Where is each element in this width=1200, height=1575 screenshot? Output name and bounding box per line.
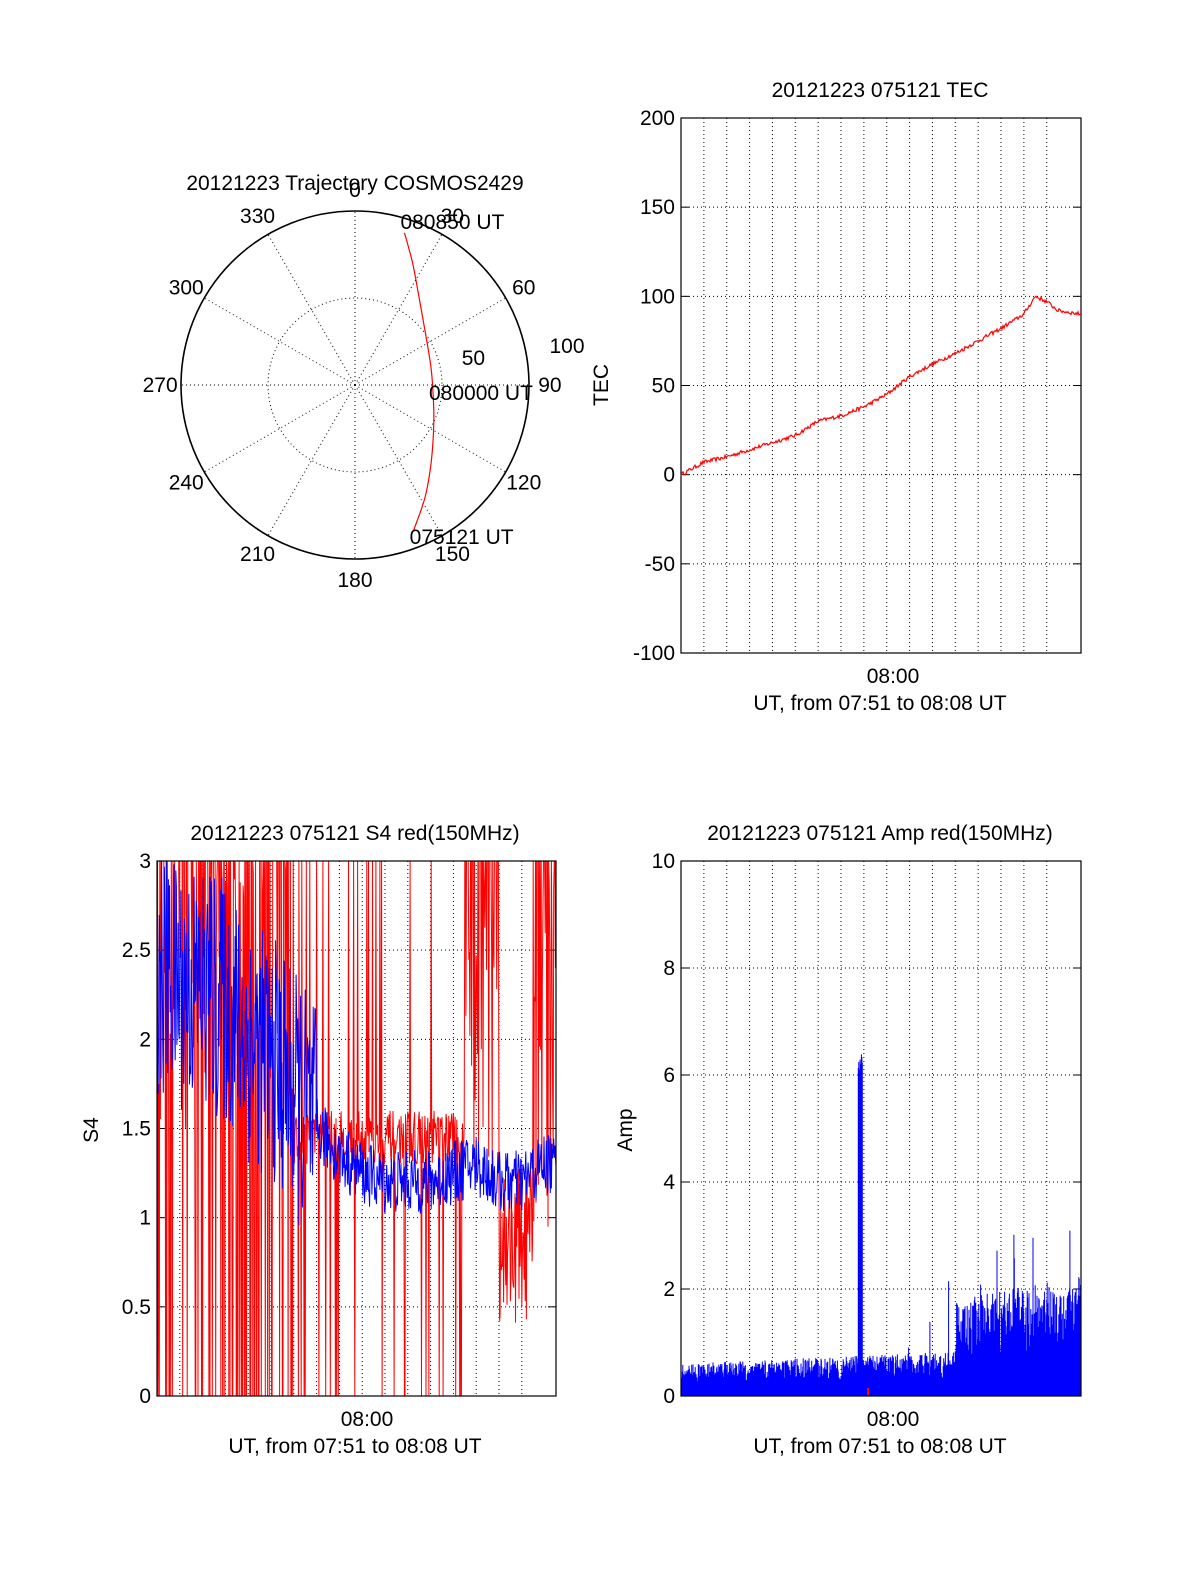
y-tick-label: 0 xyxy=(663,464,675,487)
amp-y-axis-label: Amp xyxy=(614,1108,637,1151)
polar-angle-label: 120 xyxy=(506,471,541,494)
s4-title: 20121223 075121 S4 red(150MHz) xyxy=(190,822,519,845)
polar-angle-label: 330 xyxy=(240,205,275,228)
polar-spoke xyxy=(204,384,356,473)
tec-y-tick-labels: -100 -50 0 50 100 150 200 xyxy=(633,107,675,665)
y-tick-label: 150 xyxy=(640,196,675,219)
tec-x-axis-label: UT, from 07:51 to 08:08 UT xyxy=(753,692,1006,715)
tec-series-line xyxy=(680,295,1082,477)
s4-x-tick-label: 08:00 xyxy=(341,1408,394,1431)
trajectory-time-label: 080850 UT xyxy=(400,211,504,234)
polar-spoke xyxy=(354,384,443,536)
y-tick-label: 2 xyxy=(139,1028,151,1051)
polar-angle-label: 240 xyxy=(169,471,204,494)
polar-trajectory-plot: 20121223 Trajectory COSMOS2429 0 30 60 90 12… xyxy=(143,172,585,592)
y-tick-label: 4 xyxy=(663,1171,675,1194)
polar-angle-label: 300 xyxy=(169,277,204,300)
polar-grid xyxy=(181,211,529,559)
amp-title: 20121223 075121 Amp red(150MHz) xyxy=(707,822,1053,845)
y-tick-label: 2 xyxy=(663,1278,675,1301)
polar-radius-labels: 50 100 xyxy=(462,335,585,370)
amp-frame xyxy=(680,860,1082,1397)
y-tick-label: 50 xyxy=(652,375,675,398)
polar-spoke xyxy=(267,384,356,536)
y-tick-label: 100 xyxy=(640,285,675,308)
polar-radius-label: 50 xyxy=(462,347,485,370)
polar-radius-label: 100 xyxy=(549,335,584,358)
polar-angle-label: 180 xyxy=(337,569,372,592)
y-tick-label: 0 xyxy=(139,1385,151,1408)
tec-y-axis-label: TEC xyxy=(590,364,613,406)
amp-plot: 20121223 075121 Amp red(150MHz) 0246810 … xyxy=(614,822,1082,1458)
y-tick-label: 200 xyxy=(640,107,675,130)
polar-inner-circle xyxy=(267,297,443,473)
polar-angle-label: 210 xyxy=(240,543,275,566)
y-tick-label: 0 xyxy=(663,1385,675,1408)
s4-blue-series xyxy=(156,860,557,1226)
y-tick-label: 3 xyxy=(139,850,151,873)
amp-x-tick-label: 08:00 xyxy=(867,1408,920,1431)
polar-spoke xyxy=(354,297,506,386)
s4-y-tick-labels: 0 0.5 1 1.5 2 2.5 3 xyxy=(122,850,151,1408)
y-tick-label: 10 xyxy=(652,850,675,873)
y-tick-label: 8 xyxy=(663,957,675,980)
trajectory-time-label: 075121 UT xyxy=(410,526,514,549)
polar-angle-label: 90 xyxy=(538,374,561,397)
tec-frame xyxy=(680,117,1082,654)
y-tick-label: 6 xyxy=(663,1064,675,1087)
s4-frame xyxy=(156,860,557,1397)
y-tick-label: 0.5 xyxy=(122,1296,151,1319)
amp-x-axis-label: UT, from 07:51 to 08:08 UT xyxy=(753,1435,1006,1458)
s4-plot: 20121223 075121 S4 red(150MHz) 0 0.5 1 1.5 2… xyxy=(80,822,557,1458)
trajectory-annotations: 080850 UT 080000 UT 075121 UT xyxy=(400,211,533,549)
polar-spoke xyxy=(354,234,443,386)
tec-plot: 20121223 075121 TEC -100-50050100150200 … xyxy=(590,79,1082,715)
polar-angle-label: 0 xyxy=(349,179,361,202)
polar-spoke xyxy=(354,384,506,473)
s4-x-axis-label: UT, from 07:51 to 08:08 UT xyxy=(228,1435,481,1458)
polar-angle-label: 30 xyxy=(441,205,464,228)
polar-angle-labels: 0 30 60 90 120 150 180 210 240 270 300 330 xyxy=(143,179,562,592)
amp-y-tick-labels: 0 2 4 6 8 10 xyxy=(652,850,676,1408)
polar-spoke xyxy=(267,234,356,386)
polar-angle-label: 150 xyxy=(435,543,470,566)
trajectory-line xyxy=(403,232,435,531)
tec-grid xyxy=(681,117,1081,654)
y-tick-label: 1 xyxy=(139,1207,151,1230)
y-tick-label: 2.5 xyxy=(122,939,151,962)
y-tick-label: -50 xyxy=(645,553,675,576)
tec-title: 20121223 075121 TEC xyxy=(772,79,989,102)
trajectory-time-label: 080000 UT xyxy=(429,382,533,405)
tec-x-tick-label: 08:00 xyxy=(867,665,920,688)
y-tick-label: 1.5 xyxy=(122,1118,151,1141)
polar-angle-label: 60 xyxy=(512,277,535,300)
polar-angle-label: 270 xyxy=(143,374,178,397)
amp-blue-series xyxy=(680,1054,1082,1396)
polar-title: 20121223 Trajectory COSMOS2429 xyxy=(186,172,523,195)
polar-spoke xyxy=(204,297,356,386)
s4-y-axis-label: S4 xyxy=(80,1117,103,1143)
s4-red-series xyxy=(156,860,557,1397)
polar-outer-circle xyxy=(180,210,530,560)
y-tick-label: -100 xyxy=(633,642,675,665)
